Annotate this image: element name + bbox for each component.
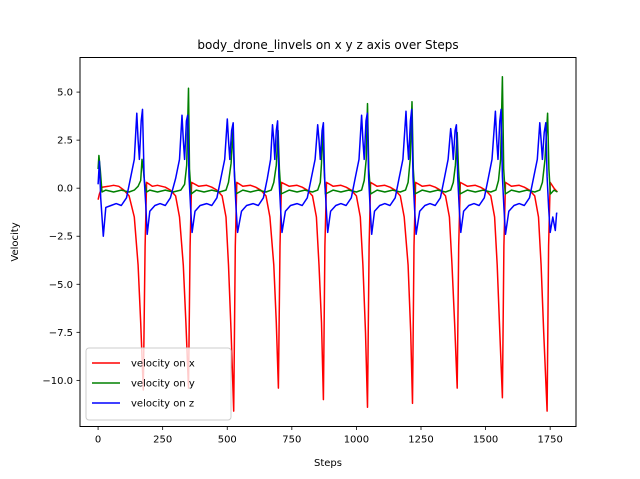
- series-line-1: [97, 181, 558, 412]
- x-axis-label: Steps: [314, 458, 342, 469]
- y-tick-label: −2.5: [49, 232, 73, 243]
- plot-area: [79, 57, 577, 427]
- x-tick-label: 1250: [408, 435, 433, 446]
- x-tick-label: 250: [153, 435, 172, 446]
- x-tick-label: 1750: [537, 435, 562, 446]
- x-axis: 0 250 500 750 1000 1250 1500 1750: [95, 426, 563, 446]
- y-tick-label: 5.0: [57, 88, 73, 99]
- y-tick-label: −10.0: [42, 376, 73, 387]
- legend-label-3: velocity on z: [131, 399, 194, 410]
- x-tick-label: 1500: [473, 435, 498, 446]
- x-tick-label: 750: [282, 435, 301, 446]
- x-tick-label: 0: [95, 435, 101, 446]
- y-tick-label: 2.5: [57, 136, 73, 147]
- y-axis-label: Velocity: [10, 222, 21, 261]
- y-axis: 5.0 2.5 0.0 −2.5 −5.0 −7.5 −10.0: [42, 88, 80, 387]
- y-tick-label: −5.0: [49, 280, 73, 291]
- y-tick-label: −7.5: [49, 328, 73, 339]
- x-tick-label: 1000: [344, 435, 369, 446]
- legend-label-2: velocity on y: [131, 379, 195, 390]
- legend-box: [85, 347, 232, 421]
- legend: velocity on x velocity on y velocity on z: [85, 347, 232, 421]
- plot-frame: [79, 57, 577, 427]
- chart-title: body_drone_linvels on x y z axis over St…: [197, 38, 458, 52]
- legend-label-1: velocity on x: [131, 359, 195, 370]
- y-tick-label: 0.0: [57, 184, 73, 195]
- x-tick-label: 500: [218, 435, 237, 446]
- series-line-3: [97, 108, 558, 237]
- series-layer: [97, 75, 558, 412]
